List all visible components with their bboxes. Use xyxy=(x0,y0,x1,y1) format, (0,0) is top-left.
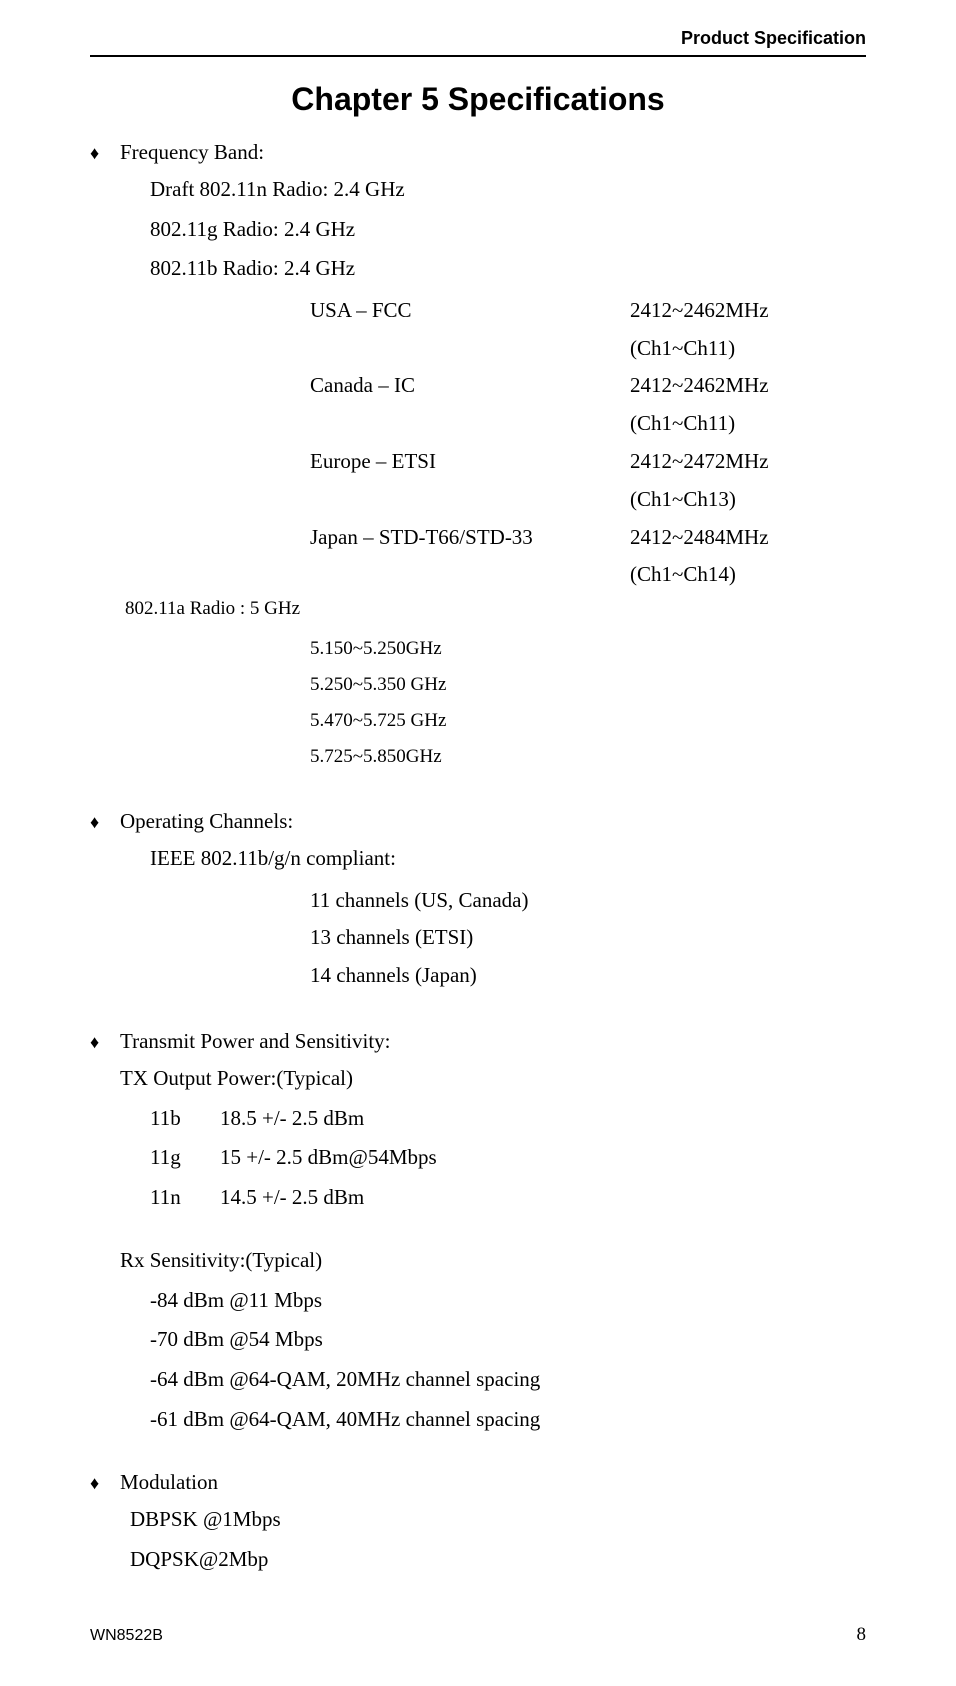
section-frequency-band: ♦ Frequency Band: Draft 802.11n Radio: 2… xyxy=(90,140,866,775)
diamond-bullet-icon: ♦ xyxy=(90,1032,120,1053)
tx-output-header: TX Output Power:(Typical) xyxy=(90,1062,866,1096)
tx-row-2: 11n 14.5 +/- 2.5 dBm xyxy=(90,1181,866,1215)
rx-item-2: -64 dBm @64-QAM, 20MHz channel spacing xyxy=(90,1363,866,1397)
rx-item-1: -70 dBm @54 Mbps xyxy=(90,1323,866,1357)
region-range-0: 2412~2462MHz (Ch1~Ch11) xyxy=(630,292,866,368)
operating-channels-heading: Operating Channels: xyxy=(120,809,293,834)
footer-page-number: 8 xyxy=(857,1624,867,1646)
channels-compliant: IEEE 802.11b/g/n compliant: xyxy=(90,842,866,876)
region-name-1: Canada – IC xyxy=(310,367,630,443)
bullet-transmit-power: ♦ Transmit Power and Sensitivity: xyxy=(90,1029,866,1054)
modulation-heading: Modulation xyxy=(120,1470,218,1495)
a-range-3: 5.725~5.850GHz xyxy=(90,739,866,775)
freq-line-1: 802.11g Radio: 2.4 GHz xyxy=(90,213,866,247)
tx-value-0: 18.5 +/- 2.5 dBm xyxy=(220,1102,364,1136)
modulation-item-1: DQPSK@2Mbp xyxy=(90,1543,866,1577)
freq-line-0: Draft 802.11n Radio: 2.4 GHz xyxy=(90,173,866,207)
region-range-1: 2412~2462MHz (Ch1~Ch11) xyxy=(630,367,866,443)
tx-label-2: 11n xyxy=(150,1181,220,1215)
tx-value-1: 15 +/- 2.5 dBm@54Mbps xyxy=(220,1141,437,1175)
section-modulation: ♦ Modulation DBPSK @1Mbps DQPSK@2Mbp xyxy=(90,1470,866,1576)
radio-a-line: 802.11a Radio : 5 GHz xyxy=(90,594,866,624)
diamond-bullet-icon: ♦ xyxy=(90,812,120,833)
a-range-1: 5.250~5.350 GHz xyxy=(90,667,866,703)
bullet-frequency-band: ♦ Frequency Band: xyxy=(90,140,866,165)
page-footer: WN8522B 8 xyxy=(90,1624,866,1646)
channels-item-1: 13 channels (ETSI) xyxy=(90,919,866,957)
a-range-2: 5.470~5.725 GHz xyxy=(90,703,866,739)
region-row-2: Europe – ETSI 2412~2472MHz (Ch1~Ch13) xyxy=(90,443,866,519)
tx-label-0: 11b xyxy=(150,1102,220,1136)
freq-line-2: 802.11b Radio: 2.4 GHz xyxy=(90,252,866,286)
frequency-band-heading: Frequency Band: xyxy=(120,140,264,165)
tx-row-0: 11b 18.5 +/- 2.5 dBm xyxy=(90,1102,866,1136)
section-transmit-power: ♦ Transmit Power and Sensitivity: TX Out… xyxy=(90,1029,866,1436)
transmit-power-heading: Transmit Power and Sensitivity: xyxy=(120,1029,391,1054)
tx-label-1: 11g xyxy=(150,1141,220,1175)
diamond-bullet-icon: ♦ xyxy=(90,143,120,164)
tx-row-1: 11g 15 +/- 2.5 dBm@54Mbps xyxy=(90,1141,866,1175)
channels-item-2: 14 channels (Japan) xyxy=(90,957,866,995)
bullet-operating-channels: ♦ Operating Channels: xyxy=(90,809,866,834)
region-row-0: USA – FCC 2412~2462MHz (Ch1~Ch11) xyxy=(90,292,866,368)
region-name-3: Japan – STD-T66/STD-33 xyxy=(310,519,630,595)
tx-value-2: 14.5 +/- 2.5 dBm xyxy=(220,1181,364,1215)
region-range-3: 2412~2484MHz (Ch1~Ch14) xyxy=(630,519,866,595)
footer-model: WN8522B xyxy=(90,1627,163,1645)
page-header-title: Product Specification xyxy=(90,28,866,49)
region-row-3: Japan – STD-T66/STD-33 2412~2484MHz (Ch1… xyxy=(90,519,866,595)
a-range-0: 5.150~5.250GHz xyxy=(90,631,866,667)
header-divider xyxy=(90,55,866,57)
channels-item-0: 11 channels (US, Canada) xyxy=(90,882,866,920)
region-name-0: USA – FCC xyxy=(310,292,630,368)
modulation-item-0: DBPSK @1Mbps xyxy=(90,1503,866,1537)
section-operating-channels: ♦ Operating Channels: IEEE 802.11b/g/n c… xyxy=(90,809,866,995)
rx-item-3: -61 dBm @64-QAM, 40MHz channel spacing xyxy=(90,1403,866,1437)
region-name-2: Europe – ETSI xyxy=(310,443,630,519)
rx-item-0: -84 dBm @11 Mbps xyxy=(90,1284,866,1318)
bullet-modulation: ♦ Modulation xyxy=(90,1470,866,1495)
region-range-2: 2412~2472MHz (Ch1~Ch13) xyxy=(630,443,866,519)
diamond-bullet-icon: ♦ xyxy=(90,1473,120,1494)
region-row-1: Canada – IC 2412~2462MHz (Ch1~Ch11) xyxy=(90,367,866,443)
rx-sensitivity-header: Rx Sensitivity:(Typical) xyxy=(90,1244,866,1278)
chapter-title: Chapter 5 Specifications xyxy=(90,81,866,118)
